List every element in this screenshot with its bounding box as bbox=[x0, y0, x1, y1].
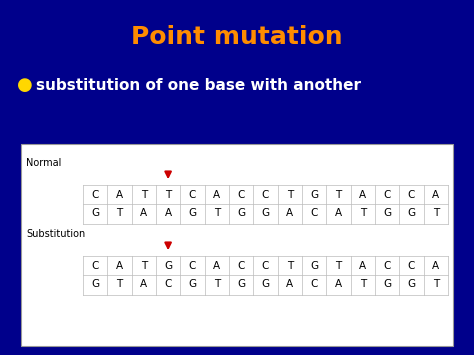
Text: A: A bbox=[213, 190, 220, 200]
Text: T: T bbox=[433, 279, 439, 289]
Text: A: A bbox=[164, 208, 172, 218]
Text: Normal: Normal bbox=[26, 158, 62, 168]
Text: Point mutation: Point mutation bbox=[131, 25, 343, 49]
Text: A: A bbox=[359, 190, 366, 200]
Text: A: A bbox=[432, 190, 439, 200]
Text: C: C bbox=[310, 208, 318, 218]
Text: ●: ● bbox=[17, 76, 32, 94]
FancyBboxPatch shape bbox=[21, 144, 453, 346]
Text: A: A bbox=[213, 261, 220, 271]
Text: A: A bbox=[432, 261, 439, 271]
Text: G: G bbox=[188, 279, 197, 289]
Text: G: G bbox=[261, 279, 270, 289]
Text: T: T bbox=[141, 190, 147, 200]
Text: G: G bbox=[407, 279, 416, 289]
Text: C: C bbox=[262, 261, 269, 271]
Text: C: C bbox=[408, 190, 415, 200]
Text: A: A bbox=[359, 261, 366, 271]
Text: C: C bbox=[383, 190, 391, 200]
Text: G: G bbox=[91, 208, 99, 218]
Text: A: A bbox=[335, 279, 342, 289]
Text: G: G bbox=[188, 208, 197, 218]
Text: C: C bbox=[91, 190, 99, 200]
Text: A: A bbox=[286, 208, 293, 218]
Text: T: T bbox=[116, 279, 123, 289]
Text: C: C bbox=[237, 261, 245, 271]
Text: C: C bbox=[310, 279, 318, 289]
Text: G: G bbox=[310, 190, 318, 200]
Text: A: A bbox=[335, 208, 342, 218]
Text: T: T bbox=[214, 208, 220, 218]
Text: C: C bbox=[383, 261, 391, 271]
Text: T: T bbox=[116, 208, 123, 218]
Text: Substitution: Substitution bbox=[26, 229, 85, 239]
Text: G: G bbox=[91, 279, 99, 289]
Text: T: T bbox=[360, 279, 366, 289]
Text: A: A bbox=[116, 261, 123, 271]
Text: T: T bbox=[141, 261, 147, 271]
Text: T: T bbox=[287, 261, 293, 271]
Text: C: C bbox=[189, 261, 196, 271]
Text: T: T bbox=[335, 190, 342, 200]
Text: G: G bbox=[237, 208, 245, 218]
Text: G: G bbox=[237, 279, 245, 289]
Text: T: T bbox=[214, 279, 220, 289]
Text: C: C bbox=[189, 190, 196, 200]
Text: C: C bbox=[164, 279, 172, 289]
Text: T: T bbox=[165, 190, 171, 200]
Text: C: C bbox=[237, 190, 245, 200]
Text: A: A bbox=[286, 279, 293, 289]
Text: A: A bbox=[140, 279, 147, 289]
Text: C: C bbox=[262, 190, 269, 200]
Text: A: A bbox=[140, 208, 147, 218]
Text: G: G bbox=[164, 261, 172, 271]
Text: C: C bbox=[91, 261, 99, 271]
Text: G: G bbox=[383, 208, 391, 218]
Text: T: T bbox=[433, 208, 439, 218]
Text: G: G bbox=[383, 279, 391, 289]
Text: T: T bbox=[360, 208, 366, 218]
Text: T: T bbox=[335, 261, 342, 271]
Text: G: G bbox=[310, 261, 318, 271]
Text: T: T bbox=[287, 190, 293, 200]
Text: G: G bbox=[261, 208, 270, 218]
Text: G: G bbox=[407, 208, 416, 218]
Text: substitution of one base with another: substitution of one base with another bbox=[36, 78, 361, 93]
Text: C: C bbox=[408, 261, 415, 271]
Text: A: A bbox=[116, 190, 123, 200]
